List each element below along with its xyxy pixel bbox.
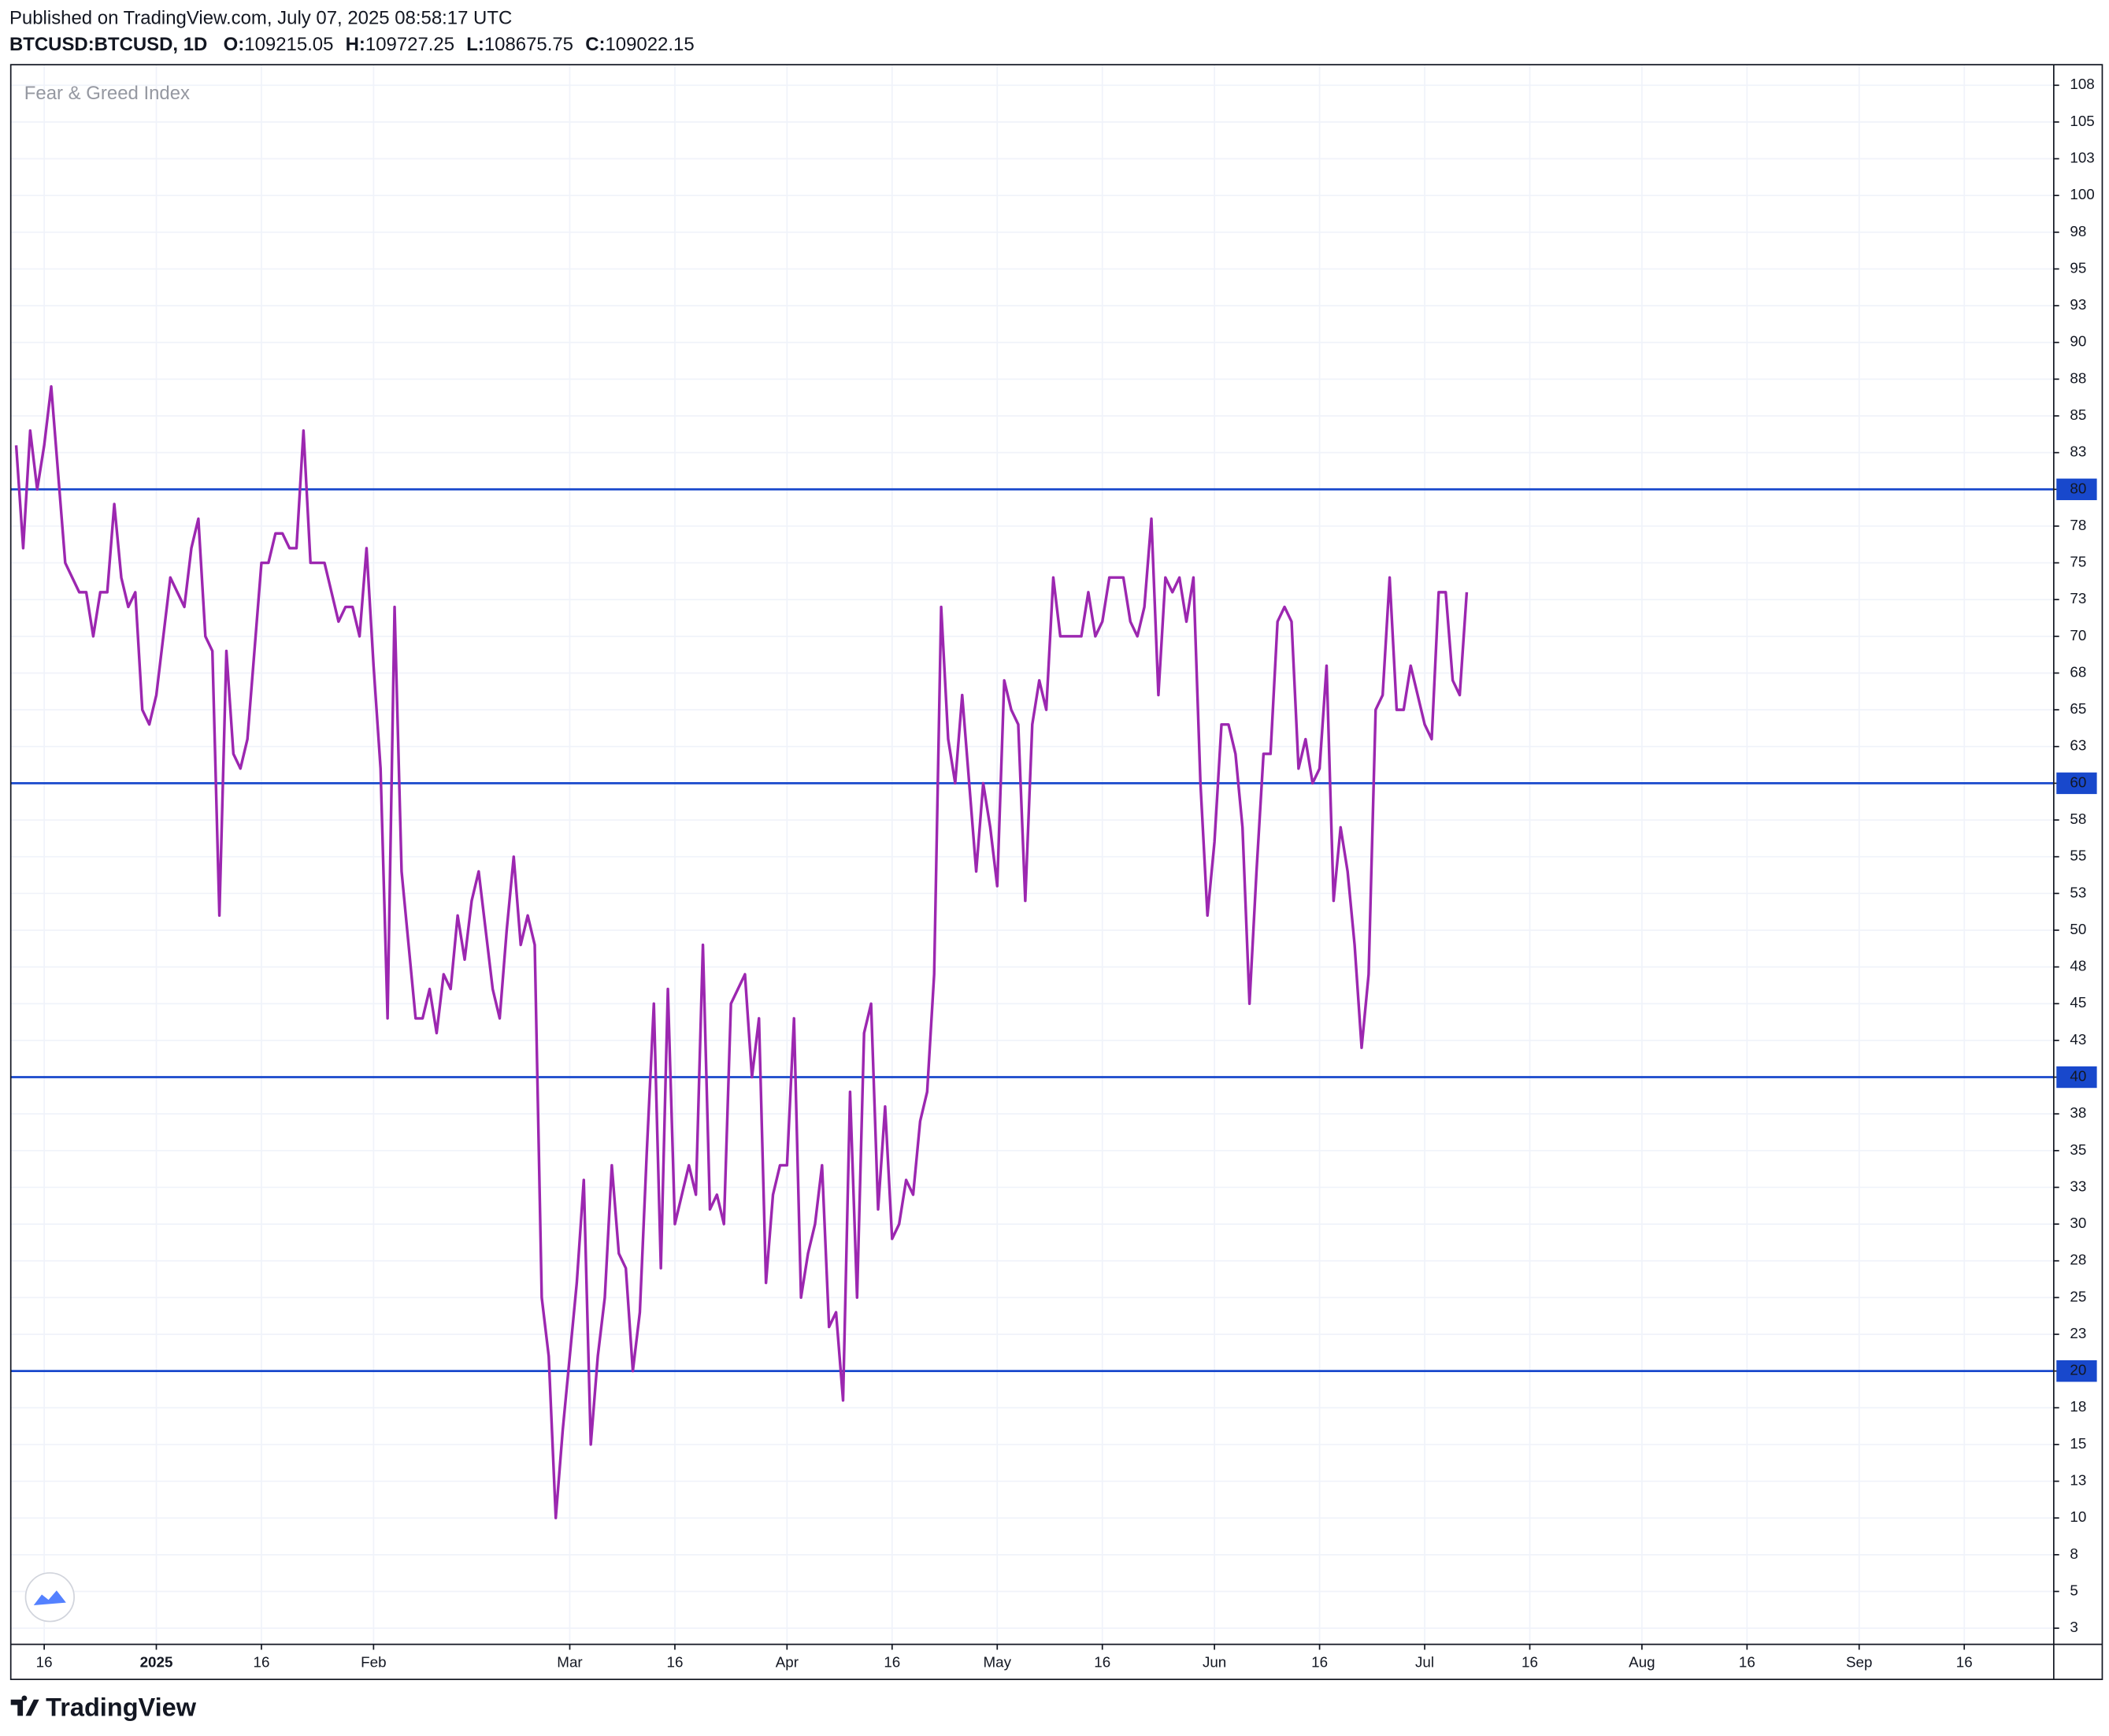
x-tick-label: 16 (666, 1654, 683, 1671)
x-tick-label: May (984, 1654, 1012, 1671)
y-tick-label: 100 (2070, 186, 2094, 202)
y-tick-label: 5 (2070, 1582, 2077, 1598)
y-tick-label: 65 (2070, 700, 2086, 717)
series-line (14, 384, 1469, 1519)
ohlc-value: 109215.05 (244, 35, 333, 56)
frame (9, 64, 2103, 1680)
chart-logo (24, 1572, 75, 1623)
x-tick-label: Sep (1846, 1654, 1872, 1671)
y-tick-label: 43 (2070, 1031, 2086, 1048)
level-label-box (2056, 1359, 2097, 1382)
y-tick-label: 98 (2070, 223, 2086, 239)
symbol: BTCUSD:BTCUSD, 1D (9, 35, 207, 56)
y-tick-label: 105 (2070, 113, 2094, 129)
level-label-box (2056, 1066, 2097, 1089)
y-tick-label: 95 (2070, 259, 2086, 276)
x-tick-label: 16 (1522, 1654, 1538, 1671)
ohlc-key: C: (585, 35, 605, 56)
ohlc-value: 109022.15 (605, 35, 694, 56)
y-tick-label: 55 (2070, 848, 2086, 864)
plot (10, 384, 2054, 1519)
level-label-box (2056, 478, 2097, 500)
x-tick-label: Apr (776, 1654, 799, 1671)
level-label: 60 (2070, 773, 2086, 790)
x-tick-label: Jul (1415, 1654, 1434, 1671)
x-tick-label: 16 (1094, 1654, 1110, 1671)
x-tick-label: Mar (557, 1654, 582, 1671)
y-tick-label: 93 (2070, 296, 2086, 313)
y-tick-label: 53 (2070, 884, 2086, 900)
y-tick-label: 30 (2070, 1215, 2086, 1231)
y-tick-label: 25 (2070, 1288, 2086, 1304)
level-label: 40 (2070, 1067, 2086, 1084)
y-tick-label: 58 (2070, 811, 2086, 827)
y-tick-label: 90 (2070, 333, 2086, 350)
ohlc-key: O: (224, 35, 245, 56)
y-tick-label: 48 (2070, 958, 2086, 974)
brand: TradingView (10, 1693, 197, 1721)
y-tick-label: 3 (2070, 1619, 2077, 1635)
y-tick-label: 70 (2070, 627, 2086, 644)
x-tick-label: 16 (1311, 1654, 1328, 1671)
level-label: 80 (2070, 480, 2086, 496)
y-tick-label: 63 (2070, 737, 2086, 754)
y-tick-label: 8 (2070, 1545, 2077, 1562)
y-tick-label: 23 (2070, 1325, 2086, 1341)
y-tick-label: 78 (2070, 517, 2086, 533)
brand-logo (10, 1695, 39, 1716)
ohlc-value: 109727.25 (365, 35, 454, 56)
level-label: 20 (2070, 1362, 2086, 1378)
y-tick-label: 10 (2070, 1508, 2086, 1525)
x-tick-label: Aug (1629, 1654, 1655, 1671)
y-tick-label: 83 (2070, 443, 2086, 460)
logo-circle (24, 1572, 75, 1623)
ohlc-key: L: (466, 35, 484, 56)
x-tick-label: 16 (1739, 1654, 1755, 1671)
x-tick-label: Feb (361, 1654, 386, 1671)
y-tick-label: 50 (2070, 921, 2086, 937)
x-tick-label: 2025 (140, 1654, 173, 1671)
y-tick-label: 33 (2070, 1178, 2086, 1194)
ohlc-value: 108675.75 (484, 35, 573, 56)
y-tick-label: 88 (2070, 369, 2086, 386)
y-tick-label: 103 (2070, 150, 2094, 166)
y-tick-label: 75 (2070, 554, 2086, 570)
x-tick-label: 16 (884, 1654, 900, 1671)
ohlc-key: H: (346, 35, 365, 56)
y-tick-label: 108 (2070, 76, 2094, 92)
brand-name: TradingView (46, 1693, 197, 1721)
y-tick-label: 15 (2070, 1435, 2086, 1452)
x-tick-label: 16 (1956, 1654, 1973, 1671)
indicator-title: Fear & Greed Index (24, 83, 190, 104)
axes: 3581013151820232528303335384043454850535… (36, 76, 2097, 1671)
published-line: Published on TradingView.com, July 07, 2… (9, 7, 512, 28)
y-tick-label: 68 (2070, 663, 2086, 680)
y-tick-label: 35 (2070, 1141, 2086, 1158)
x-tick-label: 16 (254, 1654, 270, 1671)
logo-icon (33, 1590, 66, 1606)
y-tick-label: 73 (2070, 590, 2086, 606)
y-tick-label: 45 (2070, 994, 2086, 1011)
y-tick-label: 85 (2070, 406, 2086, 423)
y-tick-label: 38 (2070, 1104, 2086, 1121)
x-tick-label: 16 (36, 1654, 53, 1671)
y-tick-label: 13 (2070, 1472, 2086, 1489)
level-label-box (2056, 772, 2097, 795)
y-tick-label: 18 (2070, 1398, 2086, 1415)
x-tick-label: Jun (1203, 1654, 1226, 1671)
y-tick-label: 28 (2070, 1252, 2086, 1268)
symbol-line: BTCUSD:BTCUSD, 1D O:109215.05 H:109727.2… (9, 35, 695, 56)
